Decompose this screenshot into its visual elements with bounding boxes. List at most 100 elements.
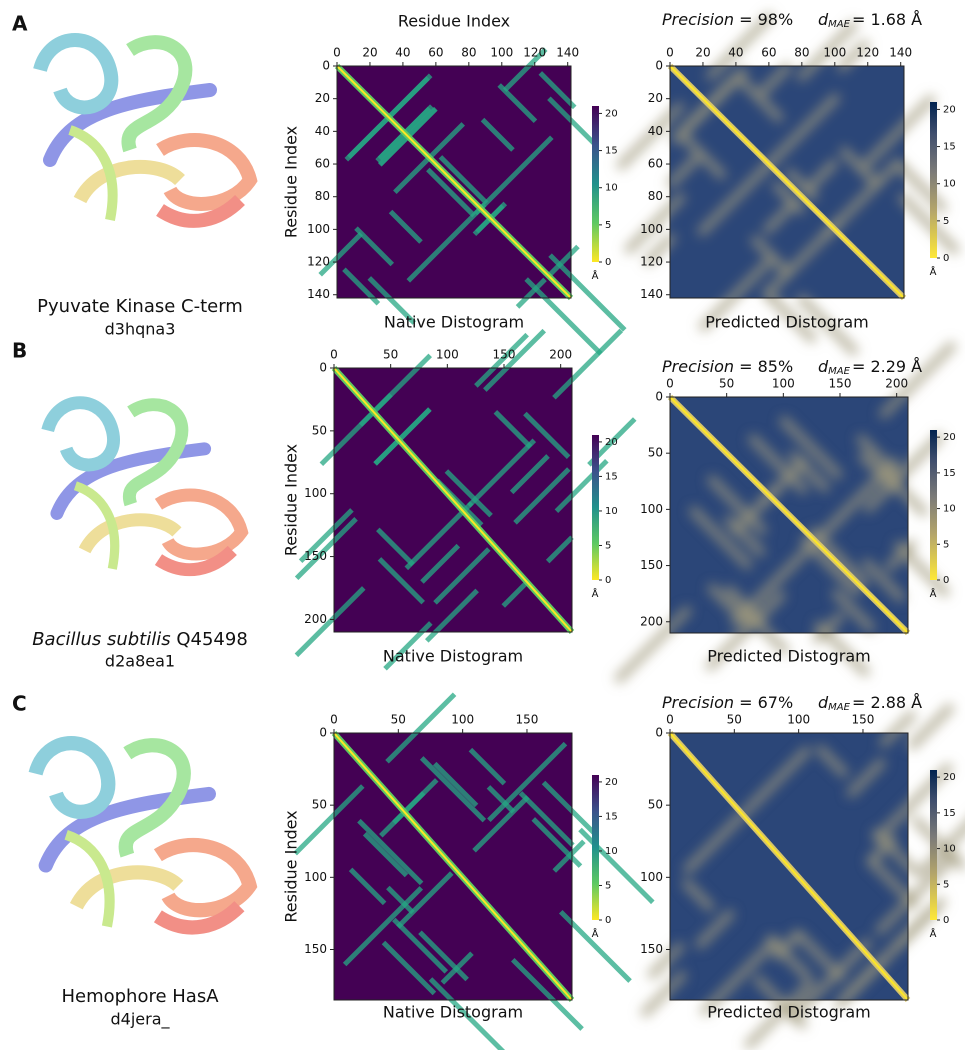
contact-band [513,467,571,525]
protein-id: d3hqna3 [105,320,176,339]
colorbar-tick-label: 5 [943,216,949,227]
dmae-symbol: d [818,357,829,376]
contact-pattern [613,340,958,685]
x-tick-label: 0 [330,348,338,362]
y-axis-label: Residue Index [282,444,301,556]
y-tick-label: 0 [319,361,327,375]
contact-band [438,155,489,205]
colorbar-tick-label: 20 [605,777,618,788]
contact-band [294,586,366,658]
contact-band [679,133,728,181]
colorbar-tick-label: 0 [605,915,611,926]
y-tick-label: 120 [307,255,330,269]
contact-band [298,508,354,563]
contact-band [433,547,491,605]
y-tick-label: 200 [304,612,327,626]
colorbar-tick-label: 5 [943,879,949,890]
heatmap-frame [669,396,909,634]
y-tick-label: 150 [304,549,327,563]
dmae-value: = 2.88 Å [852,693,922,712]
contact-band [860,557,907,604]
colorbar-tick-label: 5 [605,540,611,551]
x-tick-label: 100 [787,713,810,727]
contact-band [502,47,548,93]
y-axis-label: Residue Index [282,810,301,922]
contact-band [318,231,364,277]
y-tick-label: 20 [315,91,330,105]
x-tick-label: 150 [829,377,852,391]
contact-band [706,474,769,537]
dmae-subscript: MAE [828,702,850,713]
colorbar-unit: Å [930,265,937,278]
colorbar-tick-label: 20 [605,437,618,448]
dmae: dMAE = 1.68 Å [818,10,922,31]
contact-band [486,785,516,814]
x-tick-label: 100 [451,713,474,727]
colorbar-tick-label: 0 [943,253,949,264]
protein-label: Q45498 [176,629,247,650]
x-tick-label: 40 [728,46,743,60]
x-tick-label: 150 [852,713,875,727]
contact-band [749,234,792,277]
x-tick-label: 150 [493,348,516,362]
colorbar-tick-label: 15 [943,468,956,479]
protein-species: Bacillus subtilis [32,629,170,650]
contact-band [420,543,461,584]
x-tick-label: 100 [823,46,846,60]
contact-band [615,100,686,172]
contact-band [367,276,417,325]
contact-band [381,940,437,996]
contact-band [541,780,597,836]
contact-band [787,449,831,494]
x-tick-label: 0 [330,713,338,727]
contact-band [646,941,686,981]
colorbar-unit: Å [592,587,599,600]
contact-band [474,332,529,388]
contact-band [757,61,794,98]
contact-band [418,930,469,982]
protein-name: Bacillus subtilis Q45498 [32,629,248,650]
contact-band [910,815,965,872]
contact-band [497,83,538,124]
colorbar-unit: Å [930,927,937,940]
colorbar-tick-label: 20 [943,772,956,783]
colorbar-tick-label: 0 [943,915,949,926]
protein-id: d4jera_ [110,1010,170,1030]
y-tick-label: 0 [319,726,327,740]
contact-band [704,589,787,673]
precision-value: = 85% [739,357,793,376]
contact-band [639,969,688,1019]
precision-value: = 67% [739,693,793,712]
x-tick-label: 50 [727,713,742,727]
precision-value: = 98% [739,10,793,29]
colorbar-tick-label: 10 [605,846,618,857]
colorbar-tick-label: 0 [605,575,611,586]
x-tick-label: 140 [556,46,579,60]
contact-band [440,951,474,985]
y-tick-label: 80 [648,189,663,203]
precision: Precision = 67% [662,693,793,712]
y-tick-label: 100 [304,870,327,884]
y-tick-label: 100 [640,502,663,516]
contact-band [354,226,395,267]
contact-band [501,579,530,608]
colorbar-tick-label: 5 [605,880,611,891]
predicted-heatmap [613,340,958,685]
contact-band [404,501,474,571]
colorbar [592,435,599,580]
contact-band [896,191,961,256]
contact-band [373,407,432,466]
heatmap-frame [669,65,905,299]
heatmap-frame [333,367,573,633]
y-tick-label: 0 [655,59,663,73]
contact-band [523,411,571,459]
x-tick-label: 0 [666,713,674,727]
contact-band [874,849,961,936]
contact-band [877,465,930,518]
contact-band [878,709,918,749]
dmae-value: = 2.29 Å [852,357,922,376]
contact-band [487,741,568,823]
precision-name: Precision [662,357,734,376]
contact-band [665,153,702,190]
y-tick-label: 100 [640,222,663,236]
